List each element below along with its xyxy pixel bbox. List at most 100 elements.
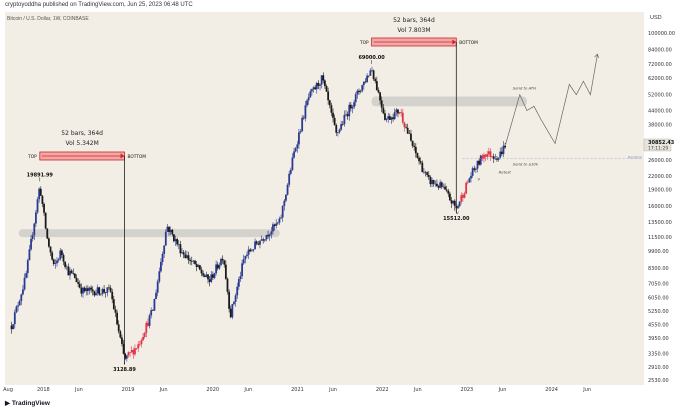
candle-body — [280, 217, 282, 219]
y-tick-label: 16000.00 — [648, 204, 672, 210]
candle-body — [452, 200, 455, 204]
candle-body — [423, 171, 425, 173]
candle-body — [401, 112, 404, 123]
candle-body — [343, 114, 346, 125]
candle-body — [171, 229, 174, 235]
candle-body — [13, 312, 16, 325]
candle-body — [463, 193, 466, 198]
candle-body — [215, 264, 218, 274]
candle-body — [473, 168, 476, 170]
candle-body — [176, 239, 179, 245]
y-tick-label: 72000.00 — [648, 62, 672, 68]
candle-body — [471, 168, 474, 176]
candle-body — [486, 154, 489, 157]
candle-body — [418, 157, 420, 162]
candle-body — [125, 355, 128, 359]
candle-body — [359, 90, 362, 93]
candle-body — [185, 255, 188, 259]
candle-body — [112, 299, 115, 310]
candle-body — [291, 157, 294, 170]
candle-body — [466, 182, 469, 183]
range-bars-label-0: 52 bars, 364d — [61, 130, 103, 137]
last-price-countdown: 17:11:29 — [648, 145, 668, 151]
candle-body — [104, 292, 107, 294]
candle-body — [413, 145, 416, 147]
candle-body — [78, 283, 81, 288]
candle-body — [77, 282, 80, 284]
candle-body — [380, 100, 383, 108]
candle-body — [190, 260, 193, 262]
candle-body — [70, 270, 73, 274]
candle-body — [130, 350, 133, 353]
candle-body — [88, 287, 91, 291]
candle-body — [502, 145, 505, 155]
candle-body — [111, 291, 114, 300]
candle-body — [432, 179, 435, 184]
candle-body — [302, 117, 305, 119]
candle-body — [95, 292, 97, 296]
tradingview-logo-text: TradingView — [11, 400, 50, 407]
zone-0 — [18, 229, 280, 238]
y-tick-label: 100000.00 — [648, 31, 675, 37]
candle-body — [181, 252, 183, 254]
candle-body — [218, 265, 221, 269]
candle-body — [338, 129, 341, 133]
candle-body — [481, 155, 484, 159]
candle-body — [28, 249, 31, 261]
candle-body — [436, 183, 438, 187]
candle-body — [119, 331, 122, 338]
candle-body — [224, 264, 227, 279]
candle-body — [267, 234, 269, 237]
annotation-1: Send to $10k — [513, 161, 539, 166]
candle-body — [213, 273, 216, 278]
price-label-3: 15512.00 — [443, 216, 470, 222]
x-tick-label: Jun — [159, 387, 168, 393]
annotation-0: Send to ATH — [513, 85, 536, 90]
range-vol-label-0: Vol 5.342M — [66, 140, 99, 147]
candle-body — [320, 75, 323, 85]
candle-body — [250, 250, 253, 252]
candle-body — [247, 249, 250, 255]
candle-body — [174, 239, 177, 242]
candle-body — [208, 279, 211, 282]
candle-body — [173, 234, 175, 242]
candle-body — [449, 193, 451, 201]
candle-body — [228, 291, 231, 309]
candle-body — [73, 273, 76, 278]
candle-body — [155, 292, 157, 299]
candle-body — [15, 306, 18, 313]
candle-body — [336, 132, 339, 133]
candle-body — [249, 249, 252, 252]
y-tick-label: 62000.00 — [648, 76, 672, 82]
candle-body — [189, 259, 192, 261]
candle-body — [444, 186, 446, 190]
candle-body — [101, 289, 104, 294]
candle-body — [333, 117, 336, 126]
x-tick-label: 2021 — [291, 387, 304, 393]
candle-body — [236, 286, 239, 296]
candle-body — [132, 350, 135, 355]
candle-body — [392, 117, 394, 120]
candle-body — [83, 287, 86, 292]
candle-body — [33, 223, 36, 236]
candle-body — [496, 158, 498, 160]
candle-body — [108, 287, 110, 289]
candle-body — [384, 113, 386, 120]
candle-body — [90, 287, 93, 290]
candle-body — [369, 70, 372, 76]
candle-body — [398, 112, 401, 114]
candle-body — [262, 239, 265, 241]
candle-body — [483, 154, 485, 159]
candle-body — [314, 87, 317, 90]
candle-body — [328, 100, 331, 106]
candle-body — [216, 264, 219, 269]
candle-body — [478, 160, 481, 165]
candle-body — [20, 294, 23, 301]
candle-body — [442, 186, 445, 188]
y-tick-label: 44000.00 — [648, 108, 672, 114]
candle-body — [41, 195, 44, 204]
candle-body — [289, 169, 292, 174]
candle-body — [286, 184, 289, 195]
candle-body — [254, 241, 256, 250]
